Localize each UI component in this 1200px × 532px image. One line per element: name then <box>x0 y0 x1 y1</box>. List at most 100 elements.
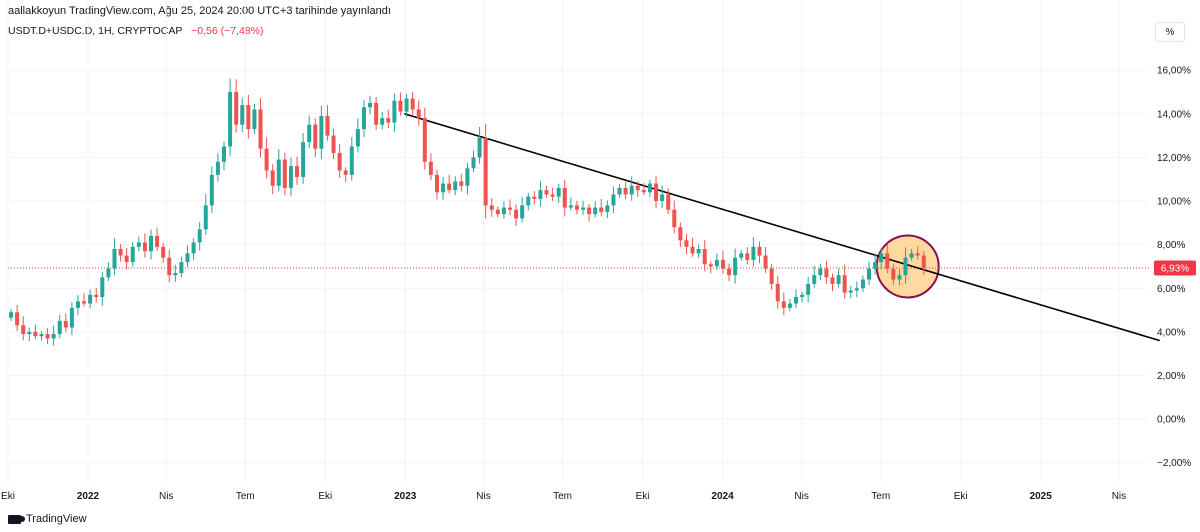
candle-body <box>702 249 707 265</box>
candle-body <box>282 159 287 188</box>
candle-body <box>696 249 701 254</box>
candle-body <box>410 98 415 110</box>
candle-body <box>611 194 616 206</box>
candle-body <box>118 249 123 256</box>
candle-body <box>161 246 166 258</box>
x-tick-label: 2023 <box>394 491 417 502</box>
candle-body <box>538 190 543 199</box>
candle-body <box>167 257 172 276</box>
candle-body <box>495 209 500 215</box>
candle-body <box>343 170 348 175</box>
candle-body <box>666 194 671 210</box>
candle-body <box>398 100 403 112</box>
brand-name: TradingView <box>26 513 87 525</box>
candle-body <box>879 253 884 263</box>
x-tick-label: Tem <box>871 491 890 502</box>
x-tick-label: 2025 <box>1030 491 1053 502</box>
y-tick-label: −2,00% <box>1157 458 1191 469</box>
footer-brand: TradingView <box>8 513 87 525</box>
y-tick-label: 6,00% <box>1157 284 1185 295</box>
candle-body <box>629 185 634 195</box>
y-tick-label: 8,00% <box>1157 240 1185 251</box>
candle-body <box>453 181 458 191</box>
candle-body <box>191 242 196 254</box>
candle-body <box>94 294 99 297</box>
candle-body <box>787 303 792 308</box>
candle-body <box>836 275 841 284</box>
candle-body <box>727 268 732 276</box>
candle-body <box>641 190 646 193</box>
candle-body <box>885 253 890 269</box>
candle-body <box>812 275 817 284</box>
y-tick-label: 16,00% <box>1157 66 1191 77</box>
candle-body <box>124 255 129 263</box>
candle-body <box>276 159 281 186</box>
candle-body <box>562 187 567 208</box>
candle-body <box>331 135 336 154</box>
x-tick-label: 2024 <box>711 491 734 502</box>
symbol-info: USDT.D+USDC.D, 1H, CRYPTOCAP <box>8 25 183 37</box>
grid <box>7 0 1147 484</box>
candle-body <box>361 107 366 130</box>
candle-body <box>258 109 263 149</box>
candle-body <box>647 183 652 193</box>
candle-body <box>295 166 300 178</box>
candle-body <box>459 181 464 186</box>
y-tick-label: 12,00% <box>1157 153 1191 164</box>
candle-body <box>891 268 896 280</box>
candle-body <box>708 264 713 267</box>
x-tick-label: Eki <box>318 491 332 502</box>
candle-body <box>532 196 537 199</box>
candle-body <box>234 91 239 125</box>
candle-body <box>465 168 470 186</box>
candle-body <box>720 259 725 269</box>
candle-body <box>319 115 324 149</box>
candle-body <box>867 268 872 280</box>
candle-body <box>739 253 744 258</box>
candle-body <box>635 185 640 191</box>
candle-body <box>288 166 293 188</box>
candle-body <box>148 235 153 252</box>
candle-body <box>617 187 622 195</box>
candle-body <box>471 157 476 169</box>
candle-body <box>860 279 865 289</box>
candle-body <box>45 334 50 339</box>
candle-body <box>270 170 275 186</box>
candle-body <box>75 301 80 308</box>
candle-body <box>842 275 847 293</box>
candle-body <box>733 257 738 276</box>
candle-body <box>654 183 659 202</box>
candle-body <box>745 253 750 260</box>
candle-body <box>775 283 780 302</box>
x-tick-label: Nis <box>794 491 808 502</box>
candle-body <box>82 301 87 304</box>
candle-body <box>806 283 811 295</box>
candle-body <box>574 205 579 210</box>
candle-body <box>781 301 786 308</box>
candle-body <box>520 205 525 219</box>
scale-mode-button[interactable]: % <box>1155 22 1185 42</box>
candle-body <box>660 194 665 202</box>
x-tick-label: Eki <box>1 491 15 502</box>
candle-body <box>593 207 598 215</box>
candle-body <box>179 262 184 273</box>
candle-body <box>793 296 798 304</box>
candle-body <box>830 277 835 284</box>
candle-body <box>197 229 202 243</box>
candle-body <box>526 196 531 206</box>
candle-body <box>483 137 488 206</box>
candle-body <box>142 242 147 252</box>
candle-body <box>307 124 312 143</box>
candle-body <box>39 334 44 337</box>
candle-body <box>185 253 190 263</box>
trend-line[interactable] <box>404 113 1161 342</box>
x-tick-label: Tem <box>553 491 572 502</box>
publish-attribution: aallakkoyun TradingView.com, Ağu 25, 202… <box>8 5 391 17</box>
candle-body <box>921 255 926 268</box>
candle-body <box>203 205 208 230</box>
x-tick-label: Eki <box>636 491 650 502</box>
candle-body <box>106 268 111 278</box>
candle-body <box>100 277 105 297</box>
candle-body <box>27 331 32 335</box>
